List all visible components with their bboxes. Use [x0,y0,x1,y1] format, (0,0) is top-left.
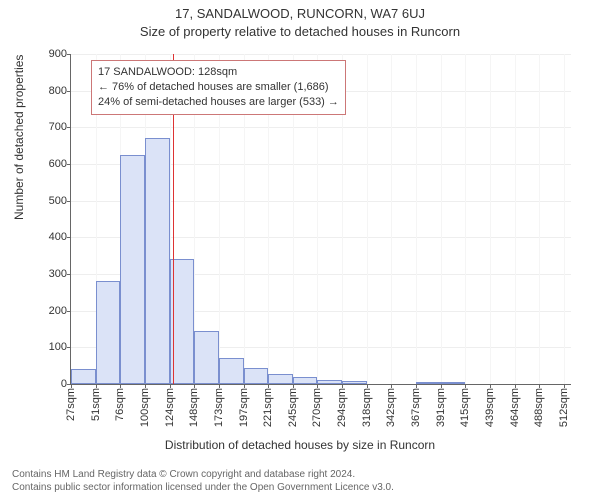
y-tick-label: 600 [27,158,67,170]
histogram-bar [219,358,244,384]
x-tick-label: 439sqm [484,388,496,427]
y-tick-mark [67,54,71,55]
footer-line-1: Contains HM Land Registry data © Crown c… [12,468,394,481]
x-gridline [465,54,466,384]
x-gridline [441,54,442,384]
y-axis-label: Number of detached properties [12,55,26,220]
y-tick-mark [67,274,71,275]
x-tick-label: 76sqm [114,388,126,421]
annotation-line-2: ← 76% of detached houses are smaller (1,… [98,80,339,95]
histogram-bar [317,380,342,384]
y-tick-mark [67,237,71,238]
x-gridline [391,54,392,384]
y-tick-mark [67,127,71,128]
histogram-bar [293,377,318,384]
annotation-line-3: 24% of semi-detached houses are larger (… [98,95,339,110]
x-tick-label: 512sqm [558,388,570,427]
x-tick-label: 391sqm [435,388,447,427]
y-tick-label: 800 [27,85,67,97]
y-tick-label: 500 [27,195,67,207]
y-tick-mark [67,164,71,165]
x-gridline [539,54,540,384]
footer-line-2: Contains public sector information licen… [12,481,394,494]
y-tick-label: 400 [27,231,67,243]
histogram-bar [268,374,293,384]
y-tick-mark [67,311,71,312]
histogram-bar [194,331,219,384]
x-tick-label: 197sqm [238,388,250,427]
histogram-bar [416,382,441,384]
x-tick-label: 367sqm [410,388,422,427]
x-tick-label: 464sqm [509,388,521,427]
x-tick-label: 294sqm [336,388,348,427]
y-tick-label: 200 [27,305,67,317]
y-tick-label: 300 [27,268,67,280]
histogram-bar [441,382,466,384]
x-tick-label: 342sqm [385,388,397,427]
histogram-bar [145,138,170,384]
annotation-line-1: 17 SANDALWOOD: 128sqm [98,65,339,80]
x-tick-label: 100sqm [139,388,151,427]
x-gridline [490,54,491,384]
x-tick-label: 173sqm [213,388,225,427]
y-tick-mark [67,201,71,202]
x-tick-label: 270sqm [311,388,323,427]
footer-text: Contains HM Land Registry data © Crown c… [12,468,394,494]
y-tick-label: 100 [27,341,67,353]
x-tick-label: 51sqm [90,388,102,421]
x-tick-label: 318sqm [361,388,373,427]
y-tick-label: 900 [27,48,67,60]
histogram-bar [96,281,121,384]
x-gridline [416,54,417,384]
y-tick-label: 700 [27,121,67,133]
histogram-bar [342,381,367,384]
histogram-bar [71,369,96,384]
x-tick-label: 245sqm [287,388,299,427]
x-tick-label: 415sqm [459,388,471,427]
y-tick-mark [67,91,71,92]
x-gridline [564,54,565,384]
annotation-box: 17 SANDALWOOD: 128sqm ← 76% of detached … [91,60,346,115]
page-title: 17, SANDALWOOD, RUNCORN, WA7 6UJ [0,6,600,21]
x-tick-label: 27sqm [65,388,77,421]
y-tick-mark [67,347,71,348]
y-tick-label: 0 [27,378,67,390]
chart-plot-area: 010020030040050060070080090027sqm51sqm76… [70,54,571,385]
histogram-bar [120,155,145,384]
x-tick-label: 124sqm [164,388,176,427]
x-tick-label: 221sqm [262,388,274,427]
x-tick-label: 148sqm [188,388,200,427]
y-gridline [71,127,571,128]
histogram-bar [244,368,269,385]
x-tick-label: 488sqm [533,388,545,427]
x-gridline [515,54,516,384]
chart-subtitle: Size of property relative to detached ho… [0,24,600,39]
y-gridline [71,54,571,55]
x-gridline [367,54,368,384]
x-axis-label: Distribution of detached houses by size … [0,438,600,452]
